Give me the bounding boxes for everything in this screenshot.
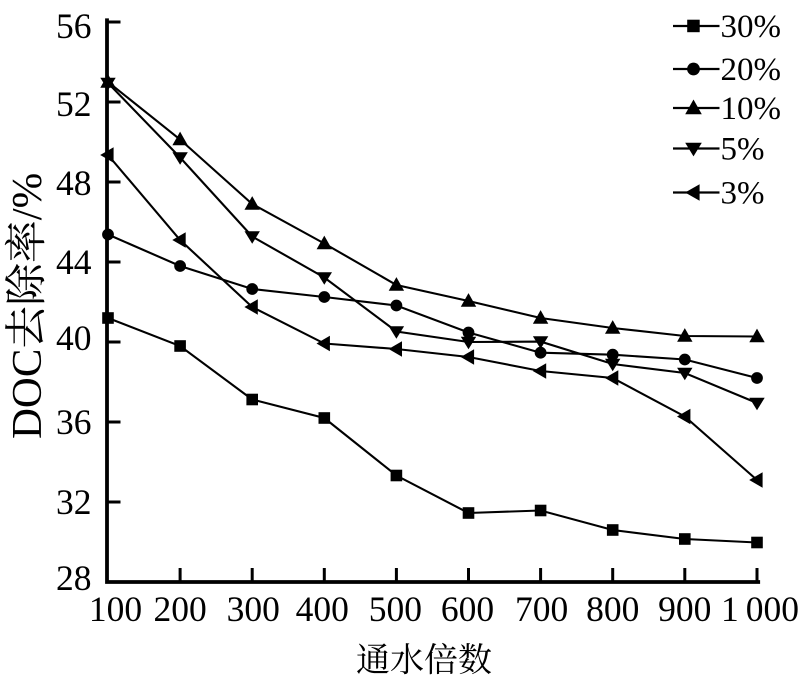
svg-text:700: 700 (515, 589, 568, 629)
svg-text:48: 48 (56, 163, 92, 203)
svg-text:56: 56 (56, 6, 92, 46)
svg-text:20%: 20% (721, 52, 782, 88)
svg-text:32: 32 (56, 482, 92, 522)
svg-text:10%: 10% (721, 91, 782, 127)
svg-text:300: 300 (227, 589, 280, 629)
svg-text:200: 200 (153, 589, 206, 629)
svg-text:3%: 3% (721, 176, 765, 212)
svg-text:44: 44 (56, 242, 92, 282)
svg-text:900: 900 (658, 589, 711, 629)
svg-text:52: 52 (56, 84, 92, 124)
svg-text:1 000: 1 000 (721, 589, 799, 629)
svg-text:/%: /% (4, 173, 51, 221)
svg-text:400: 400 (296, 589, 349, 629)
svg-text:500: 500 (369, 589, 422, 629)
svg-text:600: 600 (441, 589, 494, 629)
svg-text:36: 36 (56, 402, 92, 442)
svg-text:5%: 5% (721, 132, 765, 168)
svg-text:28: 28 (56, 558, 92, 598)
svg-text:40: 40 (56, 318, 92, 358)
svg-text:100: 100 (89, 589, 142, 629)
svg-text:800: 800 (586, 589, 639, 629)
svg-text:30%: 30% (721, 9, 782, 45)
svg-text:DOC: DOC (4, 349, 51, 439)
